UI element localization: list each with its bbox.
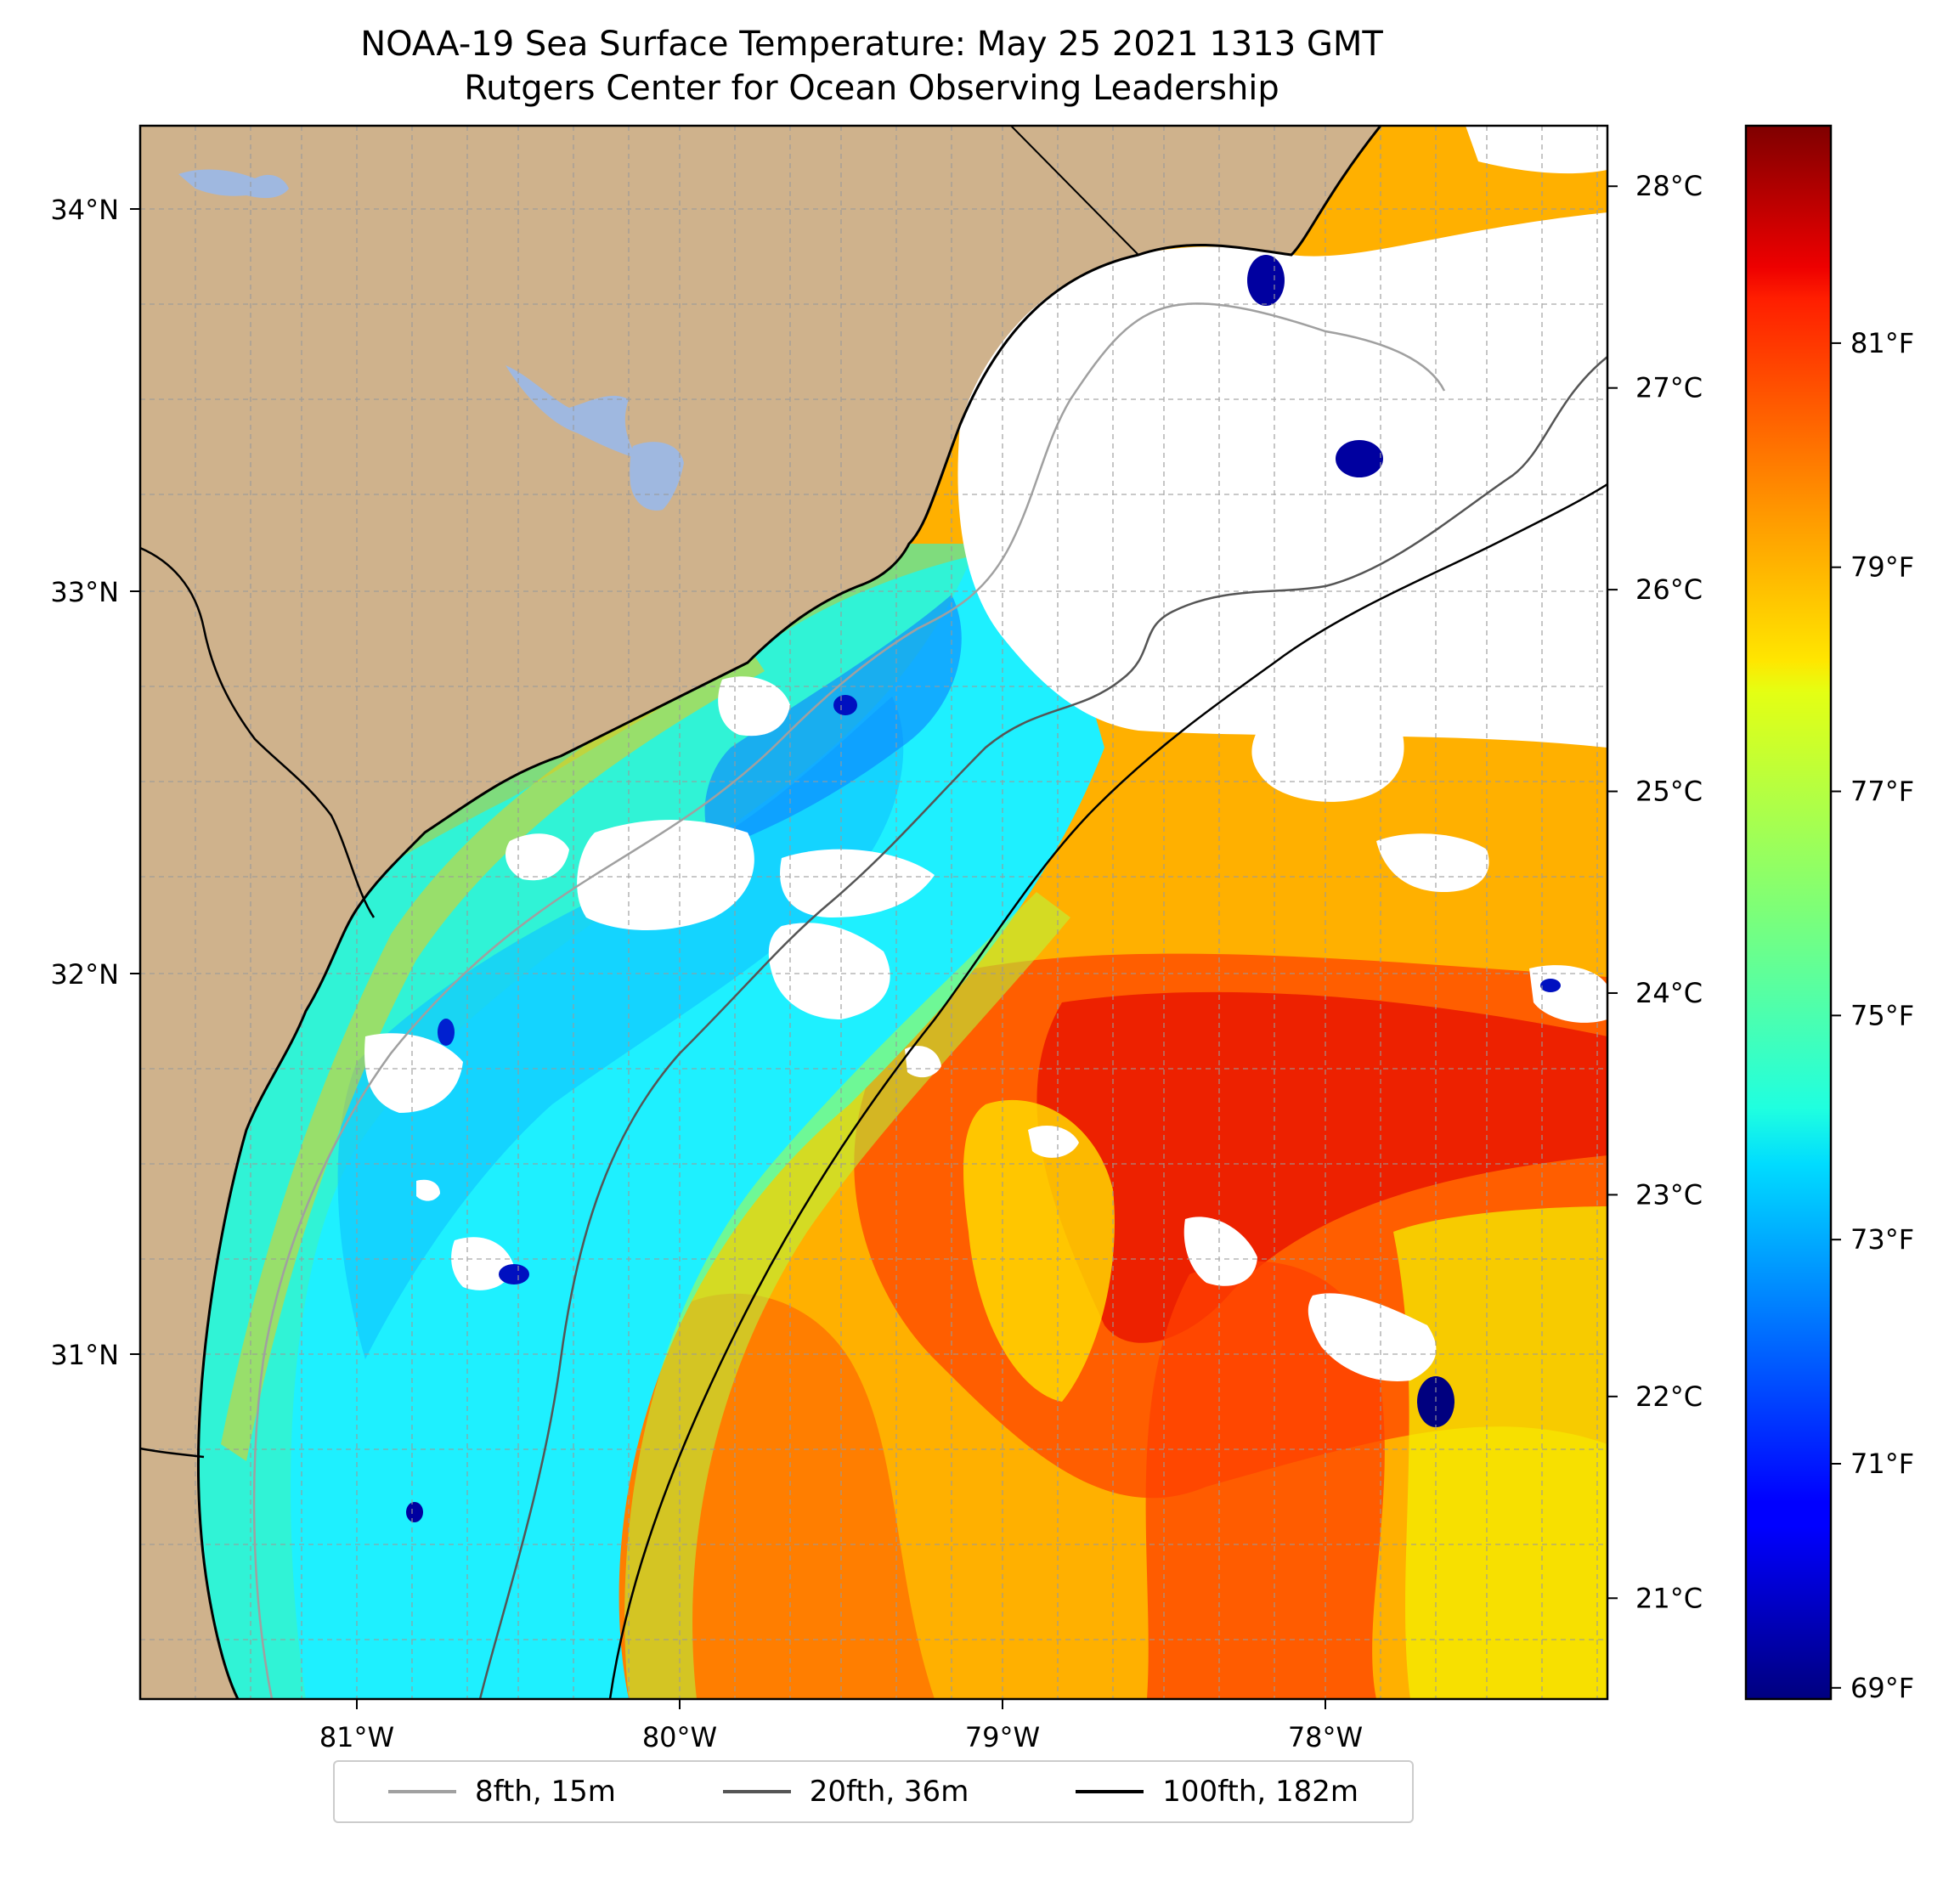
longitude-axis: 81°W 80°W 79°W 78°W: [319, 1699, 1363, 1753]
fahrenheit-tick-label: 79°F: [1850, 551, 1914, 584]
midshelf-cool-core: [337, 697, 904, 1359]
legend-label: 8fth, 15m: [474, 1775, 616, 1809]
lat-tick-label: 32°N: [50, 958, 119, 991]
legend-swatch: [1076, 1790, 1144, 1793]
lat-tick-label: 33°N: [50, 576, 119, 608]
map-title: NOAA-19 Sea Surface Temperature: May 25 …: [360, 25, 1383, 64]
lake-north: [178, 169, 289, 199]
celsius-tick-label: 22°C: [1635, 1380, 1703, 1413]
fahrenheit-tick-label: 69°F: [1850, 1672, 1914, 1704]
fahrenheit-tick-label: 81°F: [1850, 327, 1914, 359]
state-border-south: [140, 1447, 205, 1459]
east-yellow-water: [1393, 1206, 1607, 1699]
lon-tick-label: 80°W: [642, 1721, 717, 1753]
land-mass: [140, 126, 1381, 1699]
lake-marion: [506, 365, 637, 459]
lake-moultrie: [630, 442, 684, 511]
lat-tick-label: 31°N: [50, 1339, 119, 1371]
coastline: [196, 126, 1382, 1699]
isobath-100fth: [608, 483, 1607, 1699]
legend-item-8fth: 8fth, 15m: [387, 1775, 616, 1809]
no-data-regions: [364, 126, 1607, 1381]
isobath-8fth: [252, 302, 1446, 1699]
gridlines: [140, 126, 1607, 1699]
latitude-axis: 34°N 33°N 32°N 31°N: [50, 194, 140, 1371]
celsius-axis: 28°C 27°C 26°C 25°C 24°C 23°C 22°C 21°C: [1607, 170, 1703, 1614]
fahrenheit-tick-label: 71°F: [1850, 1448, 1914, 1480]
celsius-tick-label: 25°C: [1635, 776, 1703, 808]
state-border: [140, 546, 376, 918]
legend-label: 20fth, 36m: [809, 1775, 969, 1809]
shelf-break-front: [624, 892, 1070, 1699]
lon-tick-label: 81°W: [319, 1721, 394, 1753]
isobath-legend: 8fth, 15m 20fth, 36m 100fth, 182m: [333, 1760, 1414, 1823]
colorbar: 28°C 27°C 26°C 25°C 24°C 23°C 22°C 21°C 81°F 79°…: [1607, 124, 1914, 1704]
celsius-tick-label: 23°C: [1635, 1178, 1703, 1211]
legend-swatch: [722, 1790, 791, 1793]
hot-band: [1036, 991, 1607, 1343]
sst-map: [140, 126, 1607, 1699]
celsius-tick-label: 28°C: [1635, 170, 1703, 202]
northern-shelf-blue: [704, 595, 962, 850]
legend-item-20fth: 20fth, 36m: [722, 1775, 969, 1809]
map-frame: [138, 124, 1609, 1701]
central-yellow-water: [963, 1099, 1115, 1402]
celsius-tick-label: 26°C: [1635, 573, 1703, 606]
celsius-tick-label: 21°C: [1635, 1582, 1703, 1614]
lon-tick-label: 79°W: [965, 1721, 1040, 1753]
legend-item-100fth: 100fth, 182m: [1076, 1775, 1358, 1809]
celsius-tick-label: 27°C: [1635, 372, 1703, 404]
lon-tick-label: 78°W: [1288, 1721, 1363, 1753]
legend-swatch: [387, 1790, 456, 1793]
nc-sc-border: [1010, 126, 1139, 256]
fahrenheit-tick-label: 77°F: [1850, 776, 1914, 808]
isobath-20fth: [478, 356, 1607, 1699]
fahrenheit-tick-label: 73°F: [1850, 1223, 1914, 1256]
celsius-tick-label: 24°C: [1635, 977, 1703, 1009]
legend-label: 100fth, 182m: [1162, 1775, 1359, 1809]
map-subtitle: Rutgers Center for Ocean Observing Leade…: [464, 69, 1279, 108]
lat-tick-label: 34°N: [50, 194, 119, 226]
fahrenheit-axis: 81°F 79°F 77°F 75°F 73°F 71°F 69°F: [1831, 327, 1914, 1704]
fahrenheit-tick-label: 75°F: [1850, 999, 1914, 1031]
colorbar-gradient: [1744, 124, 1833, 1701]
